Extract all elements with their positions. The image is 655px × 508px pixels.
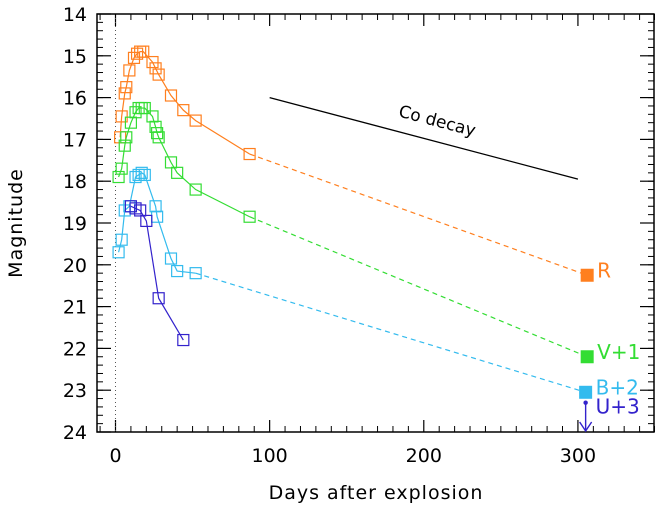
y-tick-label: 17	[63, 129, 87, 151]
data-point	[114, 131, 127, 144]
data-point	[189, 267, 202, 280]
series-label: V+1	[597, 340, 640, 364]
co-decay-label: Co decay	[396, 102, 477, 141]
y-tick-label: 16	[63, 88, 87, 110]
data-point	[152, 292, 165, 305]
data-point	[243, 147, 256, 161]
x-tick-label: 100	[252, 445, 288, 467]
extrapolation-line	[195, 272, 586, 393]
series-line	[118, 107, 250, 218]
data-point	[115, 162, 128, 175]
upper-limit-arrowhead	[579, 421, 593, 433]
data-point	[115, 110, 128, 123]
data-point	[130, 47, 144, 60]
series-line	[119, 51, 250, 155]
series-label: U+3	[596, 395, 640, 419]
data-point	[129, 202, 142, 215]
late-data-point	[580, 268, 594, 282]
data-point	[149, 62, 162, 75]
y-tick-label: 21	[63, 297, 87, 319]
data-point	[118, 139, 131, 152]
y-tick-label: 19	[63, 213, 87, 235]
data-point	[243, 210, 256, 223]
data-point	[189, 114, 202, 127]
series-line	[117, 172, 196, 274]
data-point	[171, 166, 184, 179]
y-tick-label: 18	[63, 171, 87, 193]
data-point	[112, 246, 125, 259]
data-point	[138, 168, 151, 182]
y-tick-label: 14	[63, 4, 87, 26]
y-tick-label: 20	[63, 255, 87, 277]
extrapolation-line	[249, 153, 588, 276]
data-point	[164, 156, 178, 169]
x-tick-label: 300	[560, 445, 596, 467]
data-point	[123, 64, 136, 77]
data-point	[134, 204, 147, 217]
data-point	[124, 200, 138, 213]
data-point	[118, 87, 131, 100]
data-point	[164, 252, 178, 265]
late-data-point	[579, 385, 593, 399]
y-tick-label: 22	[63, 338, 87, 360]
data-point	[152, 68, 165, 81]
data-point	[129, 170, 142, 184]
y-tick-label: 24	[63, 422, 87, 444]
x-tick-label: 0	[109, 445, 121, 467]
data-point	[151, 127, 164, 140]
data-point	[120, 131, 133, 144]
y-tick-label: 15	[63, 46, 87, 68]
co-decay-line	[269, 96, 579, 180]
data-point	[189, 183, 202, 196]
data-point	[140, 214, 153, 228]
y-axis-label: Magnitude	[5, 168, 27, 278]
data-point	[171, 264, 184, 278]
data-point	[146, 55, 159, 69]
y-tick-label: 23	[63, 380, 87, 402]
data-point	[135, 166, 148, 179]
data-point	[115, 233, 128, 246]
data-point	[120, 81, 133, 94]
data-point	[164, 89, 178, 102]
data-point	[177, 333, 190, 347]
data-point	[129, 106, 142, 119]
plot-frame	[96, 13, 655, 433]
series-label: B+2	[596, 375, 639, 399]
x-axis-label: Days after explosion	[269, 482, 484, 504]
late-data-point	[580, 350, 594, 364]
x-tick-label: 200	[406, 445, 442, 467]
data-point	[132, 168, 145, 182]
data-point	[112, 170, 125, 184]
data-point	[138, 101, 151, 115]
data-point	[177, 104, 190, 117]
data-point	[137, 45, 150, 58]
series-label: R	[597, 258, 611, 282]
data-point	[152, 131, 165, 144]
series-line	[130, 205, 184, 341]
extrapolation-line	[249, 216, 588, 358]
data-point	[127, 51, 141, 64]
